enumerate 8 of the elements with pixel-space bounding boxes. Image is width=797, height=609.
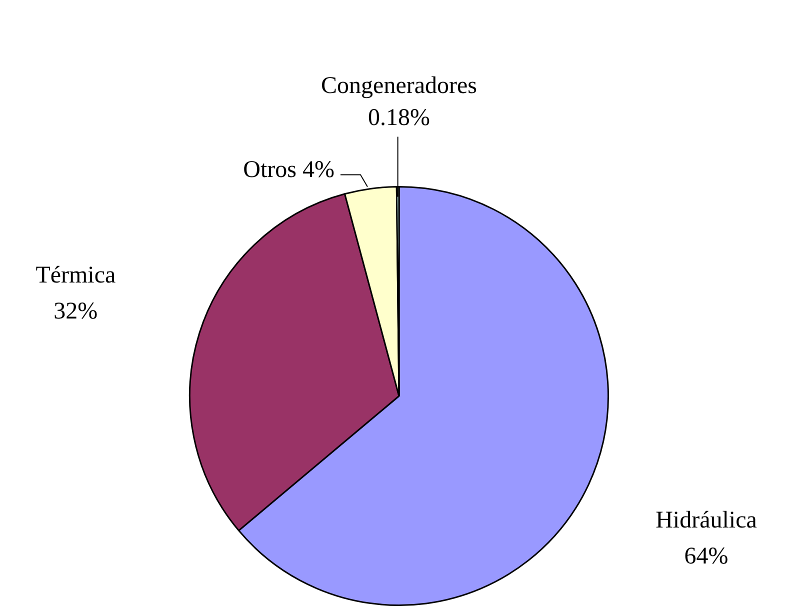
data-label: 32% — [54, 298, 98, 324]
slice-label: Congeneradores — [321, 73, 477, 100]
slice-label: Térmica — [36, 262, 116, 288]
slice-label: Hidráulica — [656, 508, 758, 534]
data-label: 4% — [302, 157, 334, 183]
data-label: 64% — [684, 544, 728, 570]
slice-label: Otros — [243, 157, 296, 183]
data-label: 0.18% — [368, 105, 430, 132]
